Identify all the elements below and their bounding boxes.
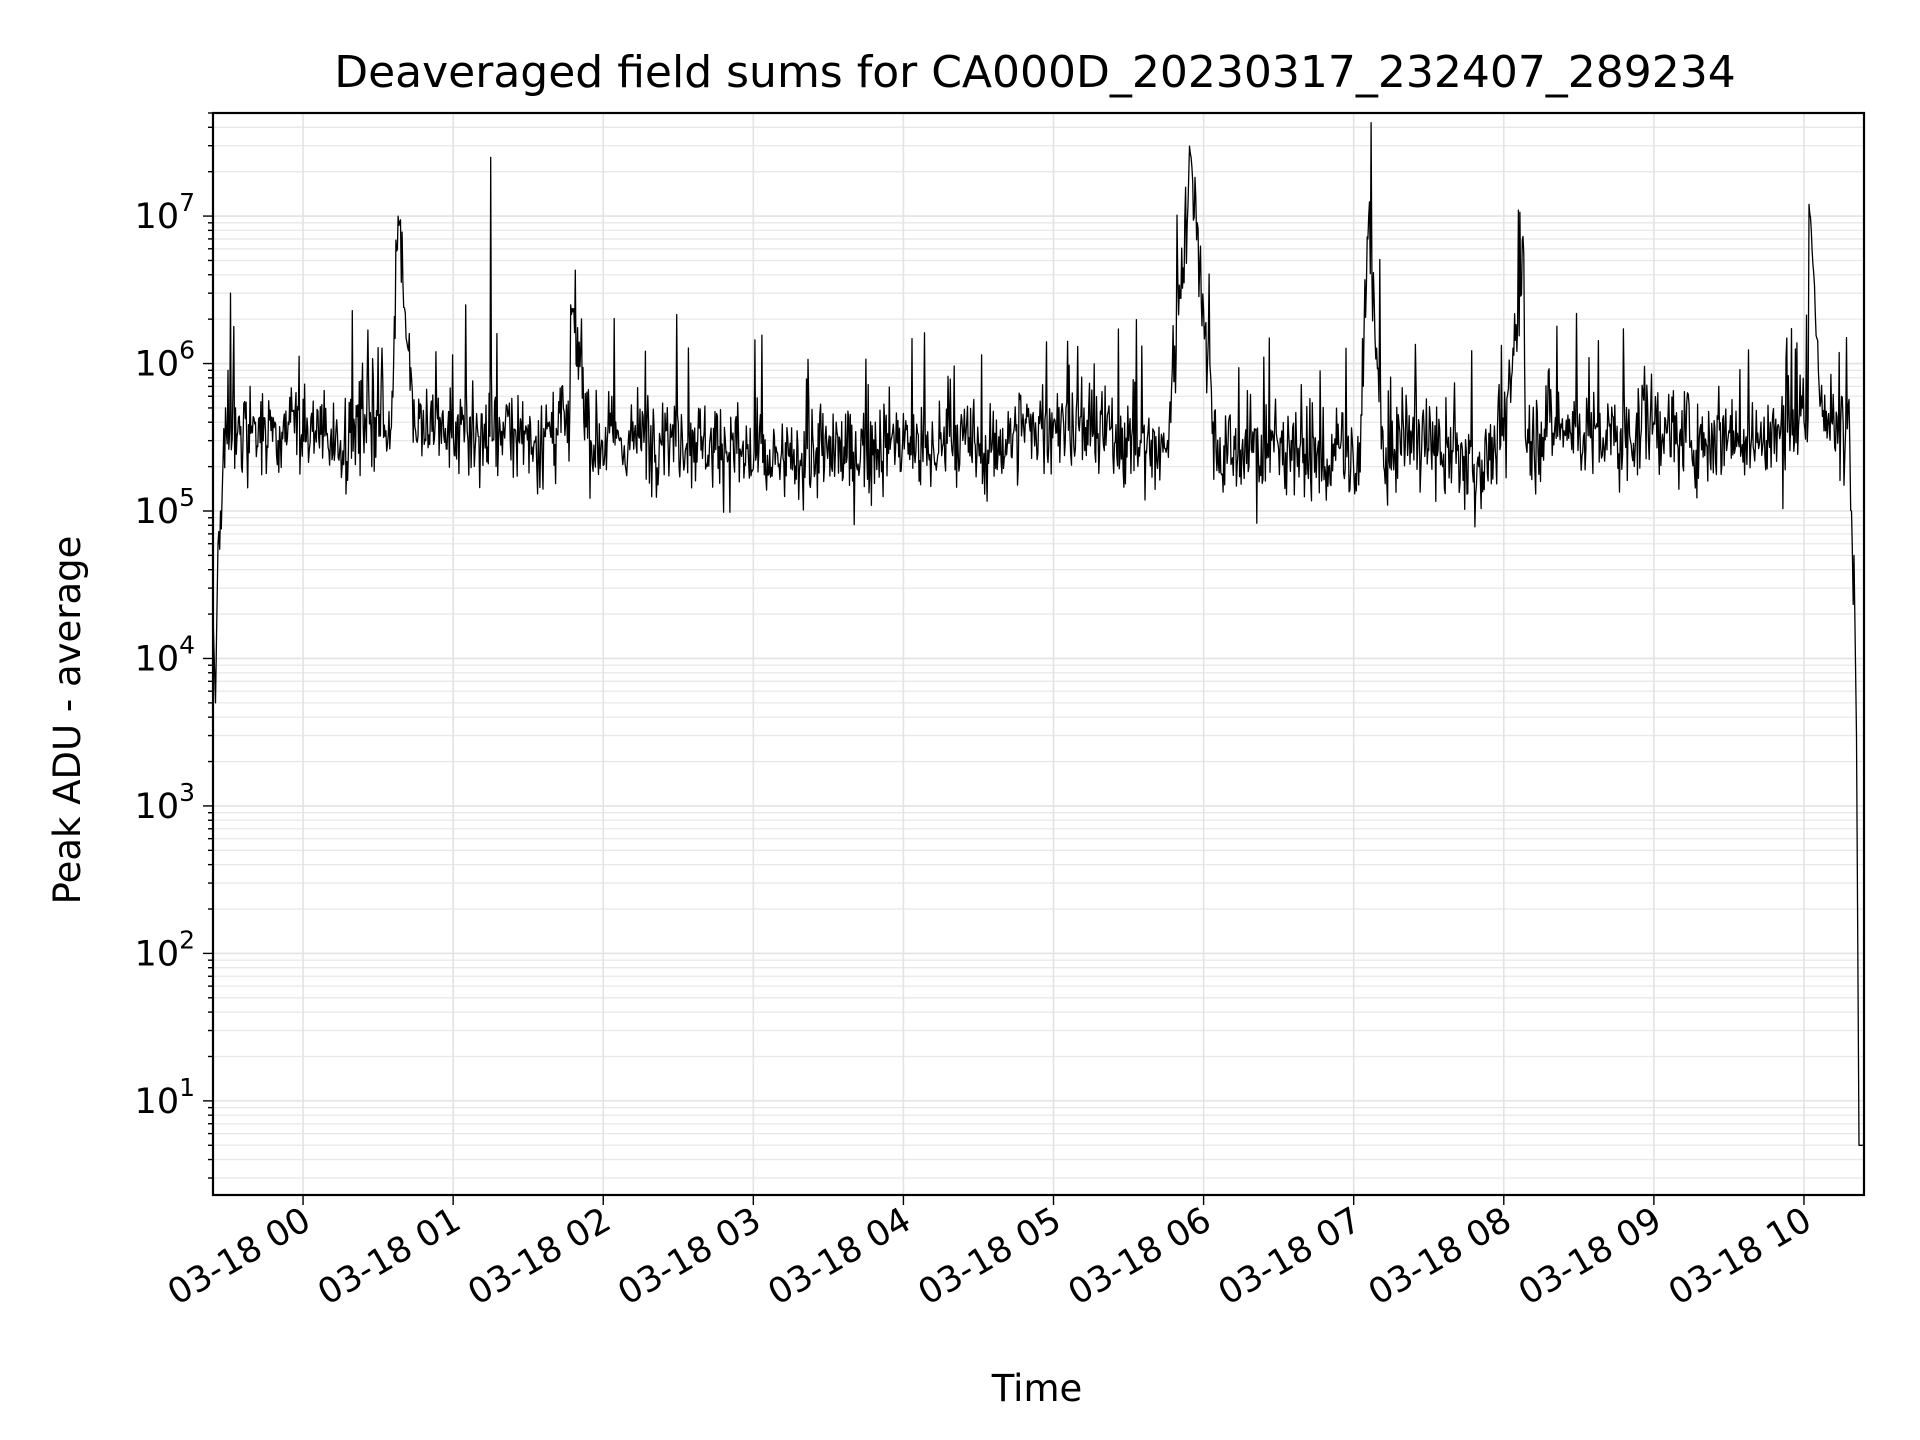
x-tick-label: 03-18 09	[1512, 1200, 1668, 1313]
y-tick-label: 101	[135, 1073, 195, 1122]
x-tick-label: 03-18 00	[161, 1200, 317, 1313]
x-tick-label: 03-18 02	[461, 1200, 617, 1313]
series-line	[212, 122, 1864, 1146]
y-tick-exponent: 3	[179, 778, 195, 807]
y-tick-label: 105	[135, 483, 195, 532]
chart-title: Deaveraged field sums for CA000D_2023031…	[334, 47, 1736, 98]
y-tick-exponent: 5	[179, 483, 195, 512]
y-tick-label: 103	[135, 778, 195, 827]
y-axis: 101 102 103 104 105 106 107	[135, 112, 213, 1179]
y-tick-label: 104	[135, 630, 195, 679]
x-tick-label: 03-18 05	[912, 1200, 1068, 1313]
x-tick-label: 03-18 01	[311, 1200, 467, 1313]
x-tick-label: 03-18 06	[1062, 1200, 1218, 1313]
y-axis-label: Peak ADU - average	[46, 536, 89, 905]
y-tick-exponent: 4	[179, 630, 195, 659]
x-axis-label: Time	[991, 1367, 1083, 1410]
y-tick-exponent: 2	[179, 925, 195, 954]
x-tick-label: 03-18 08	[1362, 1200, 1518, 1313]
series-layer	[212, 122, 1864, 1146]
y-tick-label: 107	[135, 188, 195, 237]
x-tick-label: 03-18 03	[612, 1200, 768, 1313]
grid	[213, 112, 1864, 1195]
x-tick-label: 03-18 04	[762, 1200, 918, 1313]
y-tick-label: 102	[135, 925, 195, 974]
y-tick-exponent: 7	[179, 188, 195, 217]
plot-frame	[211, 111, 1866, 1197]
y-tick-exponent: 1	[179, 1073, 195, 1102]
y-tick-exponent: 6	[179, 336, 195, 365]
x-tick-label: 03-18 10	[1662, 1200, 1818, 1313]
y-tick-label: 106	[135, 336, 195, 385]
x-tick-label: 03-18 07	[1212, 1200, 1368, 1313]
